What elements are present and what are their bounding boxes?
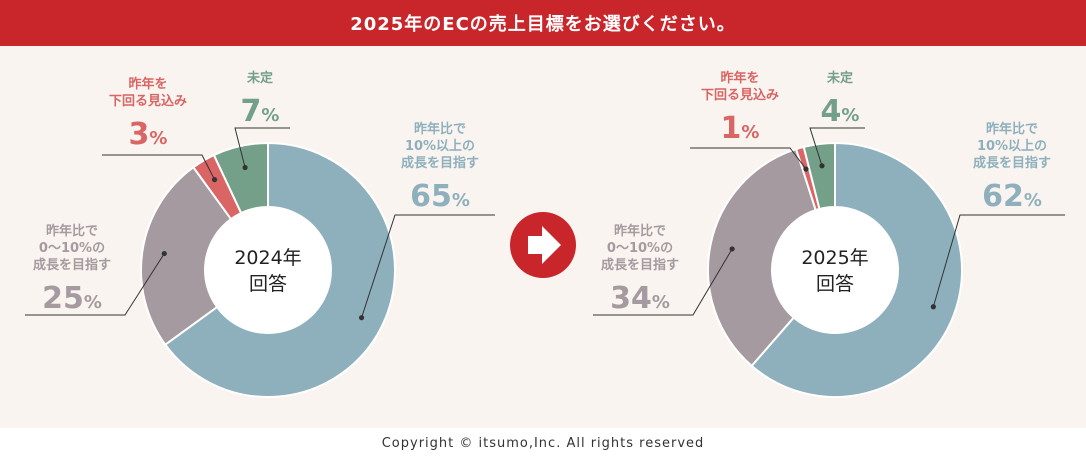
label-text-1-3-2: 下回る見込み — [109, 93, 187, 109]
label-value-2-1: 62% — [982, 179, 1042, 214]
leader-line-1-1 — [361, 214, 495, 318]
label-text-1-1-3: 成長を目指す — [401, 155, 479, 171]
label-value-2-4: 4% — [821, 94, 860, 129]
copyright-text: Copyright © itsumo,Inc. All rights reser… — [381, 435, 705, 451]
label-text-2-2-2: 0～10%の — [607, 241, 673, 256]
donut-slice-2-1 — [750, 141, 963, 398]
leader-dot-1-2 — [161, 250, 167, 257]
label-text-1-1-1: 昨年比で — [414, 121, 466, 137]
center-label-1-line-1: 2024年 — [234, 247, 301, 269]
label-value-2-3: 1% — [721, 111, 760, 146]
label-text-1-2-2: 0～10%の — [39, 241, 105, 256]
leader-line-2-4 — [809, 127, 865, 166]
donut-hole-1 — [205, 207, 331, 333]
label-text-2-3-2: 下回る見込み — [701, 87, 779, 103]
label-value-1-3: 3% — [129, 117, 168, 152]
arrow-right-icon — [528, 226, 561, 264]
label-text-2-4-1: 未定 — [826, 70, 853, 86]
leader-line-1-2 — [25, 253, 165, 316]
label-text-1-2-3: 成長を目指す — [33, 257, 111, 273]
label-value-1-4: 7% — [241, 94, 280, 129]
center-label-2-line-1: 2025年 — [801, 247, 868, 269]
leader-line-2-3 — [690, 147, 807, 170]
leader-line-2-2 — [593, 248, 733, 316]
leader-line-2-1 — [932, 214, 1065, 307]
leader-line-1-3 — [102, 154, 215, 180]
label-text-1-4-1: 未定 — [246, 70, 273, 86]
label-text-2-3-1: 昨年を — [720, 70, 759, 86]
label-text-2-1-1: 昨年比で — [986, 121, 1038, 137]
donut-hole-2 — [772, 207, 898, 333]
header-banner: 2025年のECの売上目標をお選びください。 — [0, 0, 1086, 46]
label-value-1-1: 65% — [410, 179, 470, 214]
label-text-2-1-3: 成長を目指す — [973, 155, 1051, 171]
center-label-2-line-2: 回答 — [816, 273, 854, 295]
label-value-2-2: 34% — [610, 281, 670, 316]
label-text-1-2-1: 昨年比で — [46, 223, 98, 239]
footer: Copyright © itsumo,Inc. All rights reser… — [0, 430, 1086, 456]
label-text-2-2-1: 昨年比で — [614, 223, 666, 239]
label-text-2-1-2: 10%以上の — [977, 139, 1047, 154]
header-title: 2025年のECの売上目標をお選びください。 — [350, 14, 736, 35]
leader-line-1-4 — [234, 127, 290, 168]
label-text-1-1-2: 10%以上の — [405, 139, 475, 154]
center-label-1-line-2: 回答 — [249, 273, 287, 295]
label-value-1-2: 25% — [42, 281, 102, 316]
label-text-2-2-3: 成長を目指す — [601, 257, 679, 273]
label-text-1-3-1: 昨年を — [128, 76, 167, 92]
